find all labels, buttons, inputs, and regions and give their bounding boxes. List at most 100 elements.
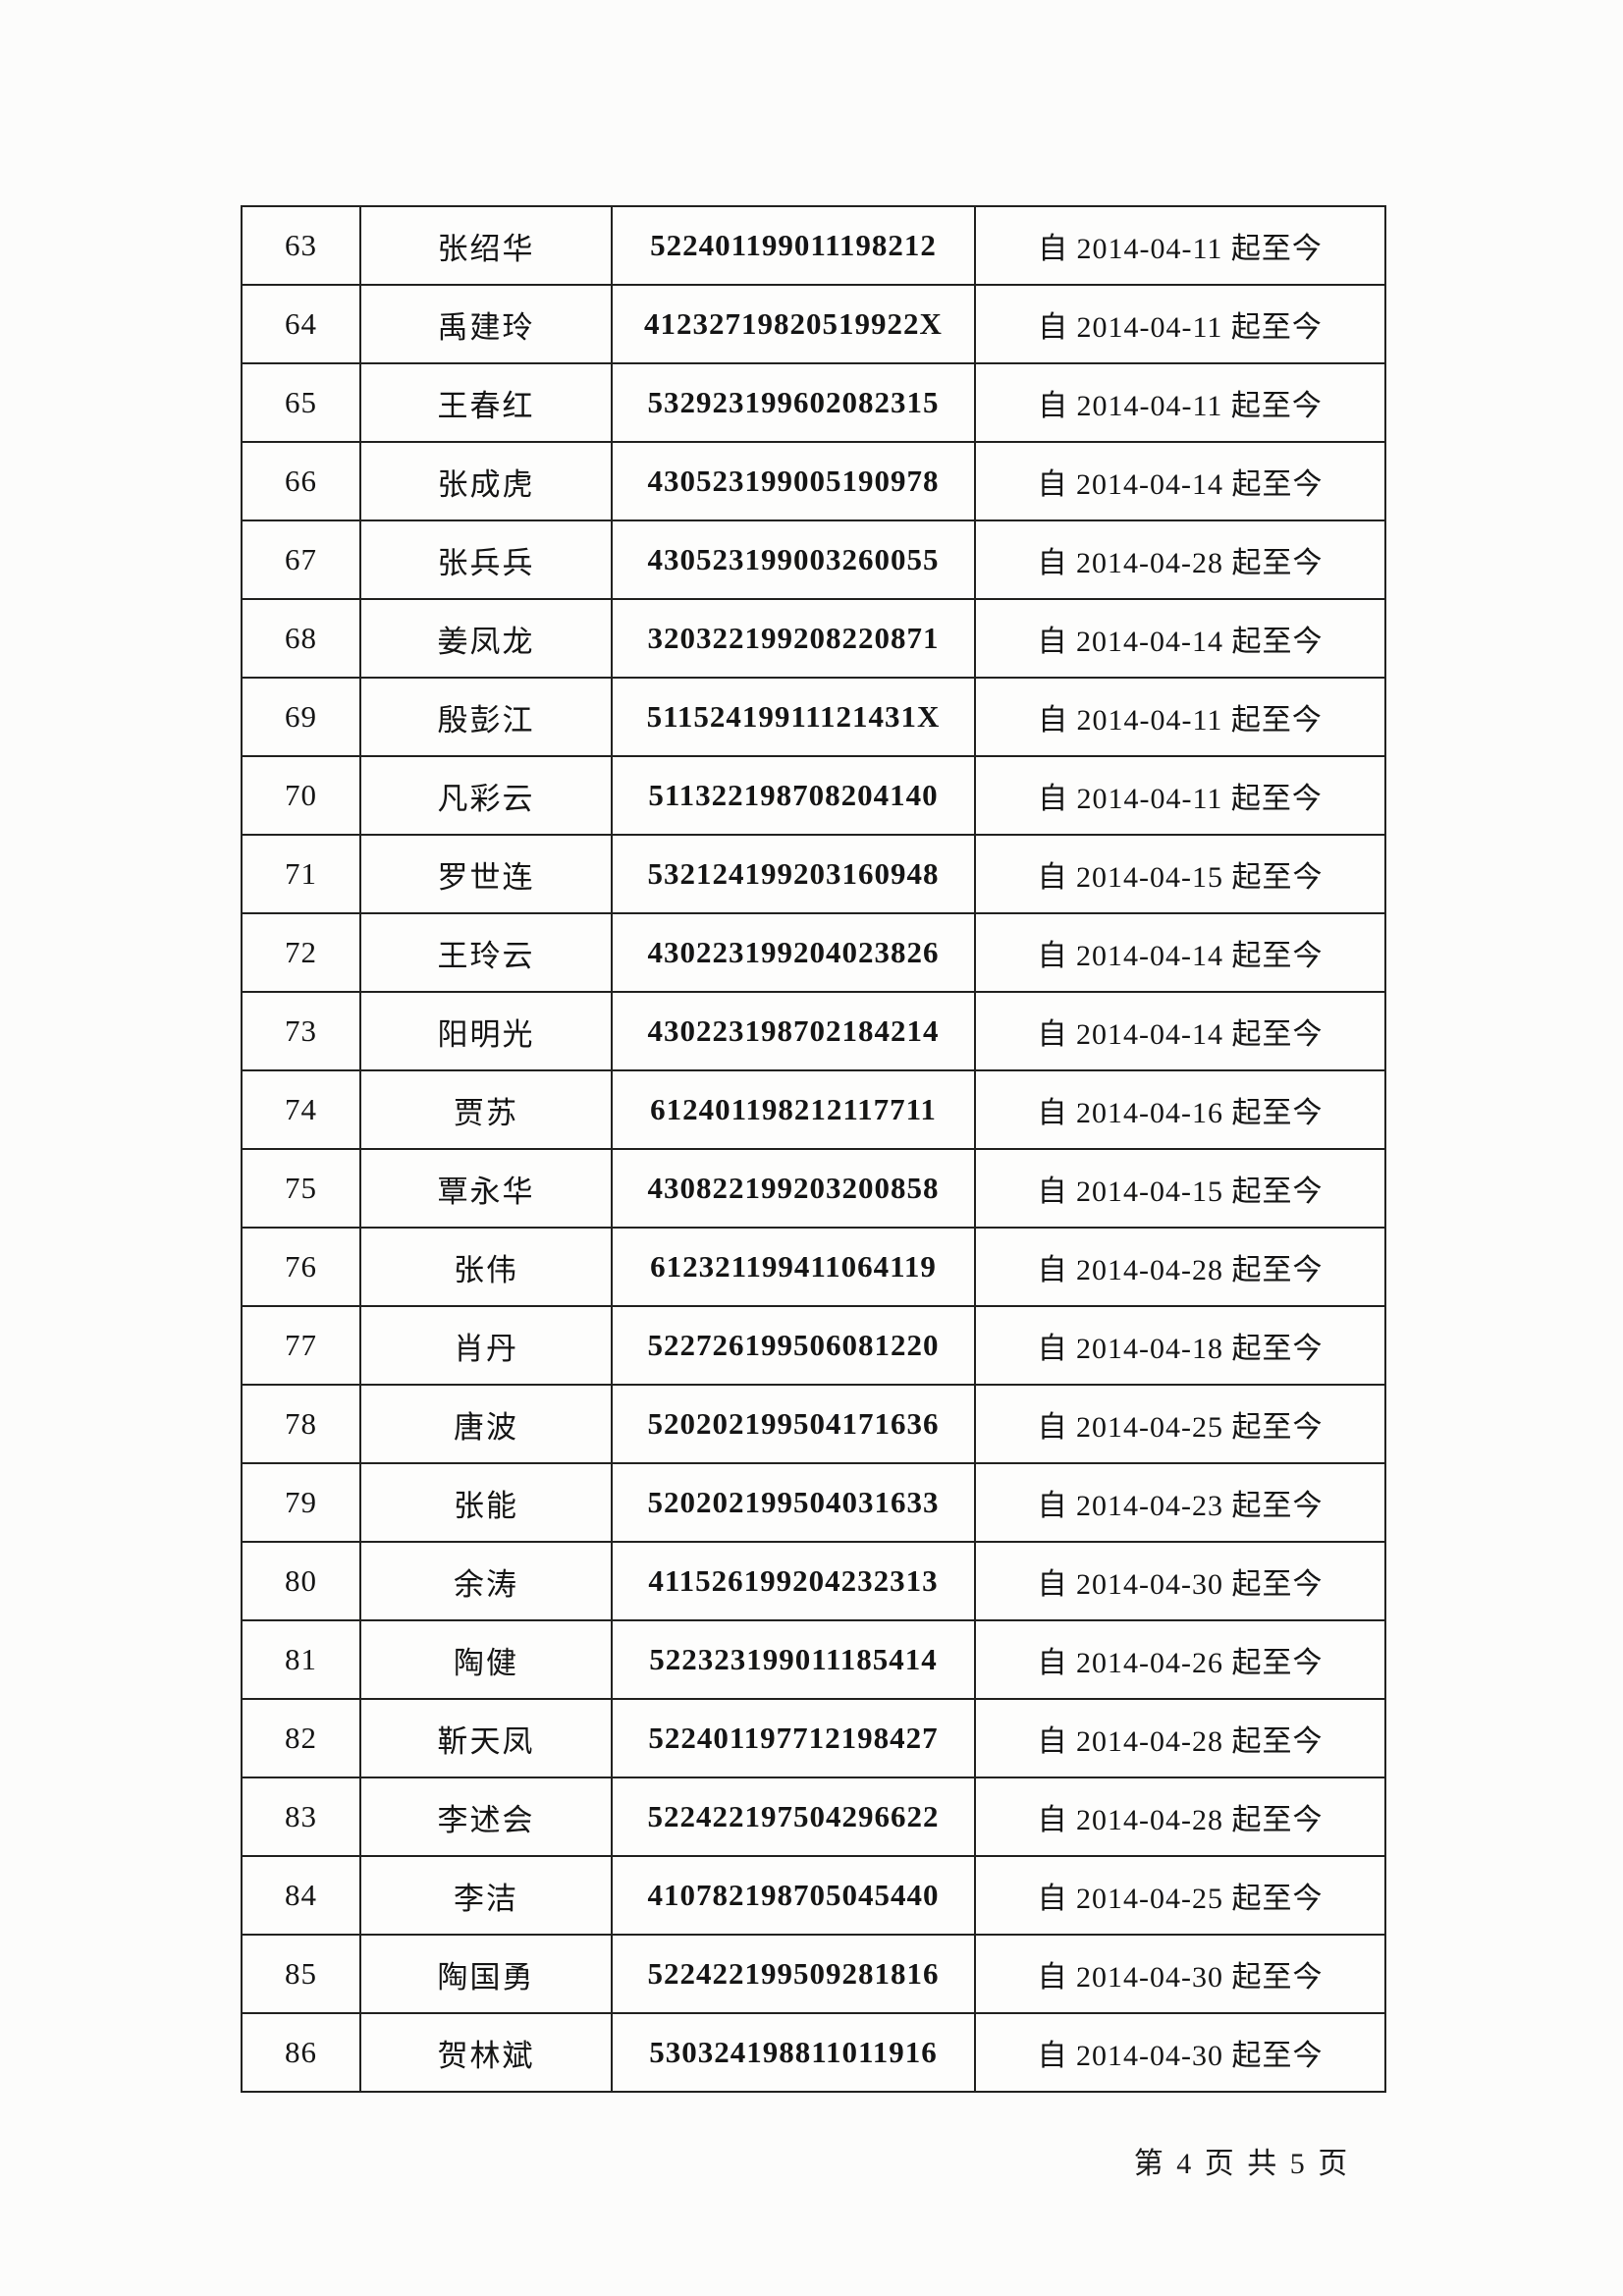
name-cell: 王玲云 — [359, 912, 613, 993]
table-row: 67 张兵兵 430523199003260055 自 2014-04-28 起… — [241, 519, 1386, 600]
period-cell: 自 2014-04-23 起至今 — [974, 1462, 1386, 1543]
id-number-cell: 530324198811011916 — [611, 2012, 976, 2093]
id-number-cell: 532124199203160948 — [611, 834, 976, 914]
row-number-cell: 79 — [241, 1462, 361, 1543]
period-cell: 自 2014-04-11 起至今 — [974, 755, 1386, 836]
name-cell: 陶健 — [359, 1619, 613, 1700]
period-cell: 自 2014-04-14 起至今 — [974, 991, 1386, 1071]
row-number-cell: 84 — [241, 1855, 361, 1936]
table-row: 78 唐波 520202199504171636 自 2014-04-25 起至… — [241, 1384, 1386, 1464]
id-number-cell: 51152419911121431X — [611, 677, 976, 757]
row-number-cell: 63 — [241, 205, 361, 286]
row-number-cell: 64 — [241, 284, 361, 364]
name-cell: 张绍华 — [359, 205, 613, 286]
name-cell: 李述会 — [359, 1777, 613, 1857]
period-cell: 自 2014-04-11 起至今 — [974, 362, 1386, 443]
name-cell: 张成虎 — [359, 441, 613, 521]
row-number-cell: 85 — [241, 1934, 361, 2014]
name-cell: 凡彩云 — [359, 755, 613, 836]
period-cell: 自 2014-04-25 起至今 — [974, 1855, 1386, 1936]
period-cell: 自 2014-04-11 起至今 — [974, 284, 1386, 364]
table-row: 85 陶国勇 522422199509281816 自 2014-04-30 起… — [241, 1934, 1386, 2014]
table-body: 63 张绍华 522401199011198212 自 2014-04-11 起… — [241, 205, 1386, 2093]
period-cell: 自 2014-04-30 起至今 — [974, 2012, 1386, 2093]
table-row: 65 王春红 532923199602082315 自 2014-04-11 起… — [241, 362, 1386, 443]
name-cell: 李洁 — [359, 1855, 613, 1936]
row-number-cell: 66 — [241, 441, 361, 521]
period-cell: 自 2014-04-15 起至今 — [974, 1148, 1386, 1229]
table-row: 64 禹建玲 41232719820519922X 自 2014-04-11 起… — [241, 284, 1386, 364]
period-cell: 自 2014-04-18 起至今 — [974, 1305, 1386, 1386]
period-cell: 自 2014-04-15 起至今 — [974, 834, 1386, 914]
period-cell: 自 2014-04-14 起至今 — [974, 912, 1386, 993]
id-number-cell: 411526199204232313 — [611, 1541, 976, 1621]
name-cell: 禹建玲 — [359, 284, 613, 364]
period-cell: 自 2014-04-16 起至今 — [974, 1069, 1386, 1150]
table-row: 77 肖丹 522726199506081220 自 2014-04-18 起至… — [241, 1305, 1386, 1386]
id-number-cell: 522401199011198212 — [611, 205, 976, 286]
row-number-cell: 86 — [241, 2012, 361, 2093]
table-row: 63 张绍华 522401199011198212 自 2014-04-11 起… — [241, 205, 1386, 286]
table-row: 84 李洁 410782198705045440 自 2014-04-25 起至… — [241, 1855, 1386, 1936]
period-cell: 自 2014-04-25 起至今 — [974, 1384, 1386, 1464]
table-row: 82 靳天凤 522401197712198427 自 2014-04-28 起… — [241, 1698, 1386, 1778]
row-number-cell: 76 — [241, 1227, 361, 1307]
row-number-cell: 65 — [241, 362, 361, 443]
row-number-cell: 83 — [241, 1777, 361, 1857]
period-cell: 自 2014-04-28 起至今 — [974, 1698, 1386, 1778]
id-number-cell: 522422199509281816 — [611, 1934, 976, 2014]
table-row: 73 阳明光 430223198702184214 自 2014-04-14 起… — [241, 991, 1386, 1071]
period-cell: 自 2014-04-28 起至今 — [974, 519, 1386, 600]
id-number-cell: 430223199204023826 — [611, 912, 976, 993]
id-number-cell: 532923199602082315 — [611, 362, 976, 443]
row-number-cell: 69 — [241, 677, 361, 757]
period-cell: 自 2014-04-28 起至今 — [974, 1227, 1386, 1307]
table-row: 69 殷彭江 51152419911121431X 自 2014-04-11 起… — [241, 677, 1386, 757]
row-number-cell: 68 — [241, 598, 361, 679]
name-cell: 唐波 — [359, 1384, 613, 1464]
id-number-cell: 320322199208220871 — [611, 598, 976, 679]
period-cell: 自 2014-04-11 起至今 — [974, 205, 1386, 286]
id-number-cell: 522323199011185414 — [611, 1619, 976, 1700]
row-number-cell: 80 — [241, 1541, 361, 1621]
name-cell: 靳天凤 — [359, 1698, 613, 1778]
period-cell: 自 2014-04-11 起至今 — [974, 677, 1386, 757]
id-number-cell: 522726199506081220 — [611, 1305, 976, 1386]
id-number-cell: 41232719820519922X — [611, 284, 976, 364]
row-number-cell: 67 — [241, 519, 361, 600]
name-cell: 余涛 — [359, 1541, 613, 1621]
id-number-cell: 612321199411064119 — [611, 1227, 976, 1307]
id-number-cell: 410782198705045440 — [611, 1855, 976, 1936]
id-number-cell: 522422197504296622 — [611, 1777, 976, 1857]
page-footer: 第 4 页 共 5 页 — [1133, 2148, 1351, 2180]
id-number-cell: 520202199504031633 — [611, 1462, 976, 1543]
row-number-cell: 75 — [241, 1148, 361, 1229]
roster-table: 63 张绍华 522401199011198212 自 2014-04-11 起… — [241, 205, 1386, 2093]
period-cell: 自 2014-04-30 起至今 — [974, 1934, 1386, 2014]
name-cell: 阳明光 — [359, 991, 613, 1071]
table-row: 75 覃永华 430822199203200858 自 2014-04-15 起… — [241, 1148, 1386, 1229]
row-number-cell: 77 — [241, 1305, 361, 1386]
name-cell: 贺林斌 — [359, 2012, 613, 2093]
table-row: 86 贺林斌 530324198811011916 自 2014-04-30 起… — [241, 2012, 1386, 2093]
table-row: 76 张伟 612321199411064119 自 2014-04-28 起至… — [241, 1227, 1386, 1307]
id-number-cell: 612401198212117711 — [611, 1069, 976, 1150]
table-row: 74 贾苏 612401198212117711 自 2014-04-16 起至… — [241, 1069, 1386, 1150]
table-row: 71 罗世连 532124199203160948 自 2014-04-15 起… — [241, 834, 1386, 914]
table-row: 81 陶健 522323199011185414 自 2014-04-26 起至… — [241, 1619, 1386, 1700]
table-row: 79 张能 520202199504031633 自 2014-04-23 起至… — [241, 1462, 1386, 1543]
row-number-cell: 74 — [241, 1069, 361, 1150]
row-number-cell: 72 — [241, 912, 361, 993]
id-number-cell: 430523199005190978 — [611, 441, 976, 521]
row-number-cell: 81 — [241, 1619, 361, 1700]
table-row: 68 姜凤龙 320322199208220871 自 2014-04-14 起… — [241, 598, 1386, 679]
period-cell: 自 2014-04-14 起至今 — [974, 441, 1386, 521]
name-cell: 覃永华 — [359, 1148, 613, 1229]
row-number-cell: 78 — [241, 1384, 361, 1464]
name-cell: 陶国勇 — [359, 1934, 613, 2014]
row-number-cell: 70 — [241, 755, 361, 836]
id-number-cell: 522401197712198427 — [611, 1698, 976, 1778]
name-cell: 王春红 — [359, 362, 613, 443]
period-cell: 自 2014-04-30 起至今 — [974, 1541, 1386, 1621]
name-cell: 罗世连 — [359, 834, 613, 914]
